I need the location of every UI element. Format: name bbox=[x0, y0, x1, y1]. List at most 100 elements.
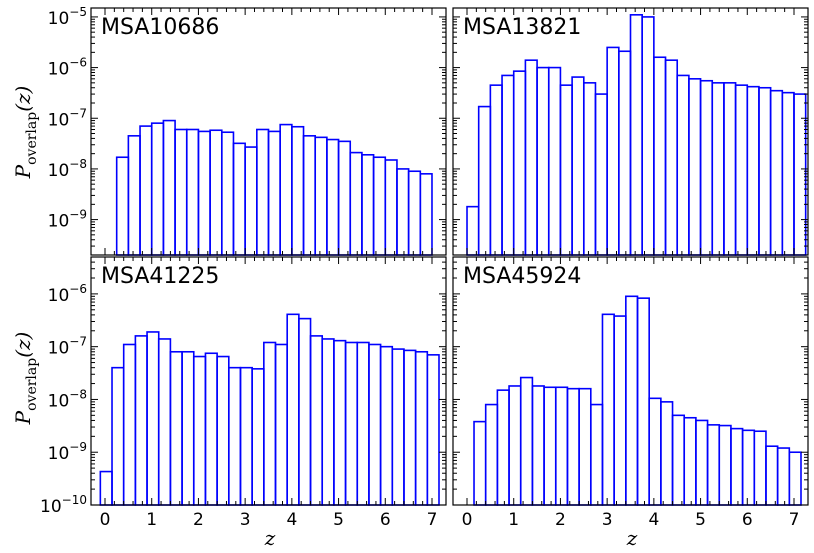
panel-msa45924: 0 1 2 3 4 5 6 7 MSA45924 bbox=[452, 256, 809, 530]
bar bbox=[419, 173, 433, 256]
panel-title: MSA45924 bbox=[463, 264, 581, 289]
bar bbox=[368, 343, 382, 506]
bar bbox=[403, 349, 417, 506]
bar bbox=[512, 70, 527, 256]
bar bbox=[197, 130, 211, 256]
bar bbox=[181, 350, 195, 506]
bar bbox=[396, 168, 410, 256]
bar bbox=[653, 56, 667, 256]
bar bbox=[267, 130, 281, 256]
axes-frame bbox=[90, 256, 447, 506]
axes-frame bbox=[452, 256, 809, 506]
bar bbox=[326, 138, 340, 256]
bar bbox=[473, 420, 487, 506]
bar bbox=[531, 385, 545, 506]
y-tick-label: 10−9 bbox=[48, 208, 87, 232]
bar bbox=[706, 424, 721, 506]
bar bbox=[361, 153, 375, 256]
bar bbox=[349, 151, 363, 256]
bar bbox=[344, 341, 359, 506]
bar bbox=[741, 429, 756, 506]
bar bbox=[660, 401, 674, 506]
bar bbox=[543, 386, 557, 506]
bar bbox=[641, 16, 655, 256]
x-tick-label: 5 bbox=[695, 510, 706, 530]
bar bbox=[244, 146, 258, 256]
bar bbox=[613, 315, 627, 506]
bar bbox=[251, 368, 265, 506]
bar bbox=[734, 84, 749, 256]
ylabel-top: Poverlap(z) bbox=[11, 86, 40, 180]
bar bbox=[127, 135, 141, 256]
bar bbox=[192, 355, 207, 506]
bar bbox=[407, 170, 422, 256]
bar bbox=[559, 84, 573, 256]
bar bbox=[625, 295, 639, 506]
bar bbox=[256, 128, 270, 256]
bar bbox=[426, 354, 440, 506]
bar bbox=[699, 79, 714, 256]
panel-title: MSA10686 bbox=[101, 15, 219, 40]
bar bbox=[664, 59, 679, 256]
ylabel-top-main: P bbox=[11, 164, 35, 179]
bar bbox=[501, 74, 515, 256]
bar bbox=[695, 419, 709, 506]
bar bbox=[683, 416, 697, 506]
y-tick-label: 10−6 bbox=[48, 56, 87, 80]
bar bbox=[414, 350, 429, 506]
panel-title: MSA13821 bbox=[463, 15, 581, 40]
bar bbox=[723, 82, 737, 256]
bar bbox=[536, 66, 550, 256]
bar bbox=[384, 159, 398, 256]
bar bbox=[571, 76, 585, 256]
bar bbox=[169, 350, 183, 506]
ylabel-top-sub: overlap bbox=[24, 112, 40, 165]
x-tick-label: 0 bbox=[100, 510, 111, 530]
x-tick-label: 4 bbox=[648, 510, 659, 530]
bar bbox=[788, 451, 802, 506]
bar bbox=[636, 297, 650, 506]
bar bbox=[769, 89, 784, 256]
bar bbox=[216, 355, 230, 506]
bar bbox=[519, 376, 534, 506]
bar bbox=[477, 105, 492, 256]
xlabel-left: z bbox=[264, 526, 276, 550]
bar bbox=[730, 427, 744, 506]
axes-frame bbox=[452, 7, 809, 256]
x-tick-label: 6 bbox=[380, 510, 391, 530]
x-tick-label: 3 bbox=[240, 510, 251, 530]
y-tick-label: 10−6 bbox=[48, 282, 87, 306]
panel-msa41225: 10−10 10−9 10−8 10−7 10−6 0 1 2 3 4 5 6 7 MSA41225 bbox=[40, 256, 447, 530]
bar bbox=[99, 470, 113, 506]
x-tick-label: 0 bbox=[462, 510, 473, 530]
x-tick-label: 2 bbox=[193, 510, 204, 530]
x-tick-label: 4 bbox=[286, 510, 297, 530]
bar bbox=[489, 84, 503, 256]
bar bbox=[209, 129, 223, 256]
bar bbox=[309, 335, 324, 506]
y-tick-label: 10−7 bbox=[48, 335, 87, 359]
x-tick-label: 6 bbox=[742, 510, 753, 530]
bar bbox=[333, 339, 347, 506]
x-tick-label: 1 bbox=[508, 510, 519, 530]
bar bbox=[711, 82, 725, 256]
bar bbox=[601, 313, 615, 506]
bar bbox=[232, 142, 246, 256]
bar bbox=[372, 156, 387, 256]
bar bbox=[204, 352, 218, 506]
bar bbox=[111, 366, 125, 506]
bar bbox=[174, 128, 188, 256]
bar bbox=[606, 46, 620, 256]
bar bbox=[274, 343, 288, 506]
bar bbox=[688, 78, 702, 256]
bar bbox=[618, 50, 632, 256]
bar bbox=[629, 14, 643, 256]
ylabel-bottom: Poverlap(z) bbox=[11, 332, 40, 426]
xlabel-right: z bbox=[626, 526, 638, 550]
x-tick-label: 7 bbox=[789, 510, 800, 530]
bar bbox=[753, 430, 767, 506]
x-tick-label: 5 bbox=[333, 510, 344, 530]
bar bbox=[671, 414, 686, 506]
bar bbox=[291, 125, 305, 256]
